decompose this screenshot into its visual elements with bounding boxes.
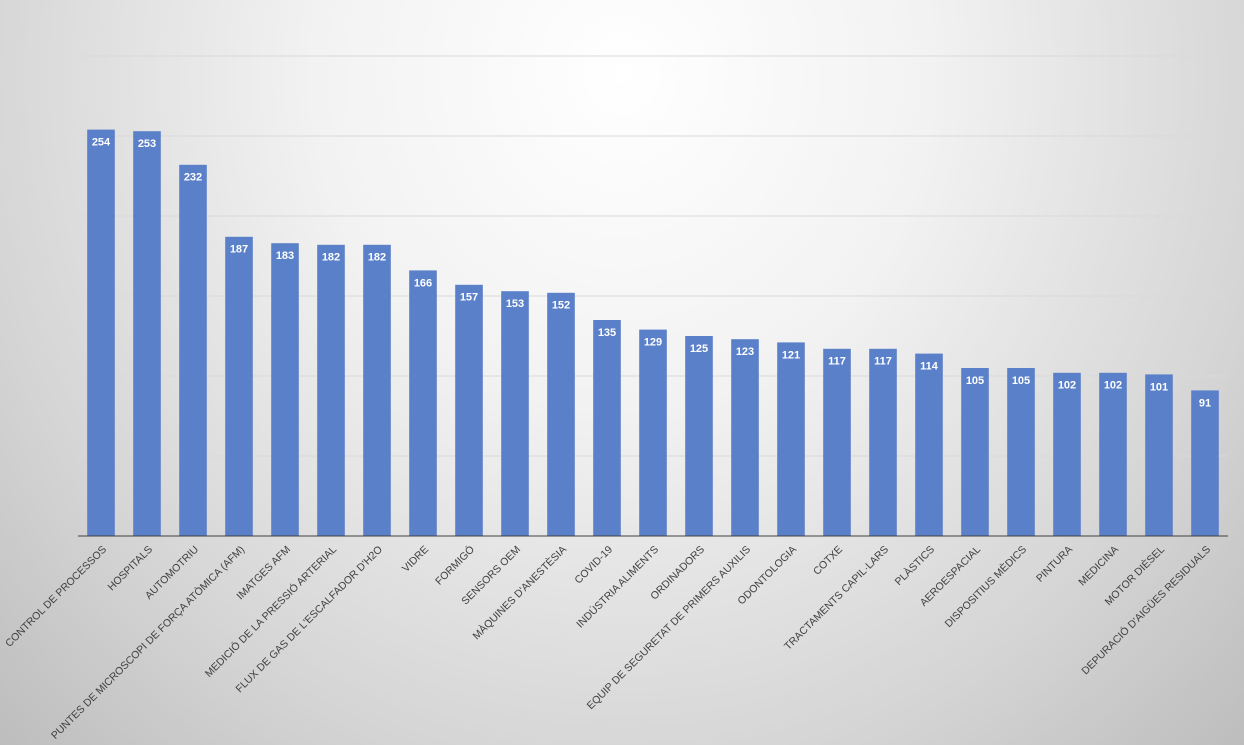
bar <box>1053 372 1081 536</box>
x-tick-label: CONTROL DE PROCESSOS <box>3 544 109 650</box>
bar <box>593 320 621 536</box>
bar <box>133 131 161 536</box>
value-label: 105 <box>966 375 984 387</box>
bar <box>455 284 483 536</box>
bar <box>823 348 851 536</box>
bar <box>639 329 667 536</box>
value-label: 182 <box>368 252 386 264</box>
value-label: 117 <box>828 356 846 368</box>
value-label: 102 <box>1058 380 1076 392</box>
value-label: 105 <box>1012 375 1030 387</box>
x-tick-label: EQUIP DE SEGURETAT DE PRIMERS AUXILIS <box>585 544 753 712</box>
value-label: 183 <box>276 250 294 262</box>
value-label: 114 <box>920 361 939 373</box>
value-label: 152 <box>552 300 570 312</box>
bar <box>961 368 989 536</box>
bar <box>363 244 391 537</box>
value-label: 253 <box>138 138 156 150</box>
value-label: 166 <box>414 277 432 289</box>
value-label: 182 <box>322 252 340 264</box>
bar <box>547 292 575 536</box>
x-tick-label: INDÚSTRIA ALIMENTS <box>574 543 662 631</box>
bar <box>317 244 345 537</box>
bar <box>1099 372 1127 536</box>
bar <box>1191 390 1219 536</box>
value-label: 232 <box>184 172 202 184</box>
x-tick-label: HOSPITALS <box>105 544 155 594</box>
value-label: 102 <box>1104 380 1122 392</box>
value-label: 117 <box>874 356 892 368</box>
value-label: 91 <box>1199 397 1211 409</box>
x-tick-label: FORMIGÓ <box>432 543 477 588</box>
x-tick-label: VIDRE <box>400 544 431 575</box>
x-tick-label: PLÀSTICS <box>892 543 937 588</box>
bar <box>409 270 437 536</box>
bar <box>1145 374 1173 536</box>
value-label: 187 <box>230 244 248 256</box>
value-label: 157 <box>460 292 478 304</box>
bar <box>87 129 115 536</box>
value-label: 125 <box>690 343 708 355</box>
bar <box>731 339 759 536</box>
bar <box>777 342 805 536</box>
bar <box>179 164 207 537</box>
bar <box>225 236 253 537</box>
x-tick-label: COVID-19 <box>572 543 615 586</box>
value-label: 153 <box>506 298 524 310</box>
x-tick-label: MÀQUINES D'ANESTÈSIA <box>470 543 569 642</box>
value-label: 123 <box>736 346 754 358</box>
value-label: 101 <box>1150 381 1168 393</box>
bar <box>915 353 943 536</box>
value-label: 254 <box>92 137 111 149</box>
x-tick-label: MEDICINA <box>1076 544 1121 589</box>
value-label: 135 <box>598 327 616 339</box>
value-label: 129 <box>644 337 662 349</box>
bar <box>1007 368 1035 536</box>
bar <box>869 348 897 536</box>
bar <box>685 336 713 536</box>
x-tick-label: DISPOSITIUS MÈDICS <box>942 543 1029 630</box>
bar <box>271 243 299 536</box>
x-tick-label: COTXE <box>811 544 845 578</box>
x-tick-label: PINTURA <box>1034 544 1075 585</box>
value-label: 121 <box>782 349 800 361</box>
bar <box>501 291 529 536</box>
